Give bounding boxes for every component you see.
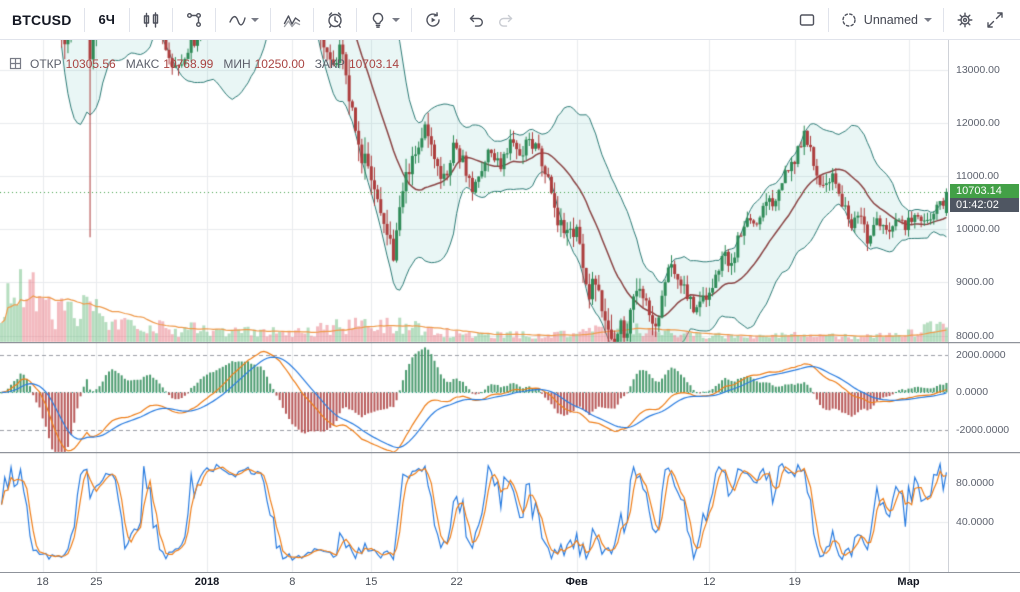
price-tick: 2000.0000: [956, 349, 1006, 362]
replay-icon: [426, 11, 440, 27]
high-label: МАКС: [125, 56, 160, 71]
chart-canvas[interactable]: [0, 40, 948, 572]
time-tick: 19: [788, 576, 801, 588]
price-tick: 12000.00: [956, 116, 1000, 129]
price-tick: 80.0000: [956, 477, 994, 490]
toolbar-separator: [171, 7, 173, 32]
redo-icon: [498, 14, 513, 27]
gear-icon: [957, 12, 973, 27]
wave-icon: [229, 15, 246, 25]
chevron-down-icon: [391, 17, 400, 22]
toolbar-separator: [312, 7, 314, 32]
fullscreen-button[interactable]: [980, 2, 1010, 38]
toolbar-separator: [214, 7, 216, 32]
time-tick: 22: [450, 576, 463, 588]
price-tick: -2000.0000: [956, 423, 1010, 436]
toolbar-separator: [410, 7, 412, 32]
indicators-button[interactable]: [277, 2, 307, 38]
price-tick: 11000.00: [956, 170, 1000, 183]
time-tick: 18: [36, 576, 49, 588]
layout-select-button[interactable]: [792, 2, 822, 38]
top-toolbar: BTCUSD 6Ч: [0, 0, 1020, 40]
open-value: 10305.56: [65, 56, 116, 71]
close-label: ЗАКР: [314, 56, 345, 71]
pane-resize-handle[interactable]: [0, 342, 1020, 343]
toolbar-separator: [83, 7, 85, 32]
high-value: 10768.99: [163, 56, 214, 71]
interval-button[interactable]: 6Ч: [91, 12, 123, 27]
time-tick: 2018: [194, 576, 220, 588]
price-axis[interactable]: 10703.14 01:42:02 13000.00 12000.00 11000.…: [948, 40, 1020, 572]
price-tick: 13000.00: [956, 63, 1000, 76]
toolbar-left: BTCUSD 6Ч: [12, 0, 521, 39]
price-tick: 8000.00: [956, 329, 994, 342]
alarm-clock-icon: [328, 11, 342, 28]
saved-layout-button[interactable]: Unnamed: [835, 2, 937, 38]
price-tick: 9000.00: [956, 276, 994, 289]
ohlc-grid-icon[interactable]: [8, 56, 23, 71]
compare-icon: [186, 12, 201, 27]
last-price-tag: 10703.14: [950, 183, 1019, 198]
fullscreen-icon: [987, 11, 1003, 28]
toolbar-separator: [827, 7, 829, 32]
price-tick: 0.0000: [956, 386, 989, 399]
candles-icon: [143, 11, 159, 28]
close-value: 10703.14: [348, 56, 399, 71]
dashed-circle-icon: [842, 12, 856, 27]
open-label: ОТКР: [30, 56, 62, 71]
lightbulb-icon: [372, 12, 384, 28]
alerts-button[interactable]: [320, 2, 350, 38]
time-tick: 15: [365, 576, 378, 588]
price-tick: 10000.00: [956, 223, 1000, 236]
toolbar-right: Unnamed: [792, 0, 1010, 39]
chevron-down-icon: [924, 17, 932, 22]
toolbar-separator: [269, 7, 271, 32]
layout-name-label: Unnamed: [863, 12, 918, 27]
time-tick: Мар: [897, 576, 920, 588]
redo-button[interactable]: [491, 2, 521, 38]
toolbar-separator: [943, 7, 944, 32]
compare-button[interactable]: [179, 2, 209, 38]
indicators-icon: [283, 14, 301, 27]
price-tick: 40.0000: [956, 515, 994, 528]
time-tick: Фев: [565, 576, 588, 588]
toolbar-separator: [355, 7, 357, 32]
time-tick: 8: [289, 576, 296, 588]
replay-button[interactable]: [418, 2, 448, 38]
chevron-down-icon: [250, 17, 259, 22]
symbol-button[interactable]: BTCUSD: [12, 12, 78, 28]
candle-countdown: 01:42:02: [950, 197, 1019, 212]
undo-icon: [469, 14, 483, 27]
low-value: 10250.00: [254, 56, 305, 71]
toolbar-separator: [453, 7, 455, 32]
chart-style-button[interactable]: [136, 2, 166, 38]
time-axis[interactable]: 18 25 2018 8 15 22 Фев 12 19 Мар: [0, 572, 1020, 592]
ideas-button[interactable]: [363, 2, 405, 38]
toolbar-separator: [128, 7, 130, 32]
low-label: МИН: [223, 56, 251, 71]
pane-resize-handle[interactable]: [0, 452, 1020, 453]
time-tick: 25: [90, 576, 103, 588]
layout-square-icon: [799, 13, 814, 26]
ohlc-readout: ОТКР 10305.56 МАКС 10768.99 МИН 10250.00…: [8, 56, 409, 71]
curve-tools-button[interactable]: [222, 2, 264, 38]
settings-button[interactable]: [950, 2, 980, 38]
time-tick: 12: [703, 576, 716, 588]
chart-area: ОТКР 10305.56 МАКС 10768.99 МИН 10250.00…: [0, 40, 1020, 592]
undo-button[interactable]: [461, 2, 491, 38]
